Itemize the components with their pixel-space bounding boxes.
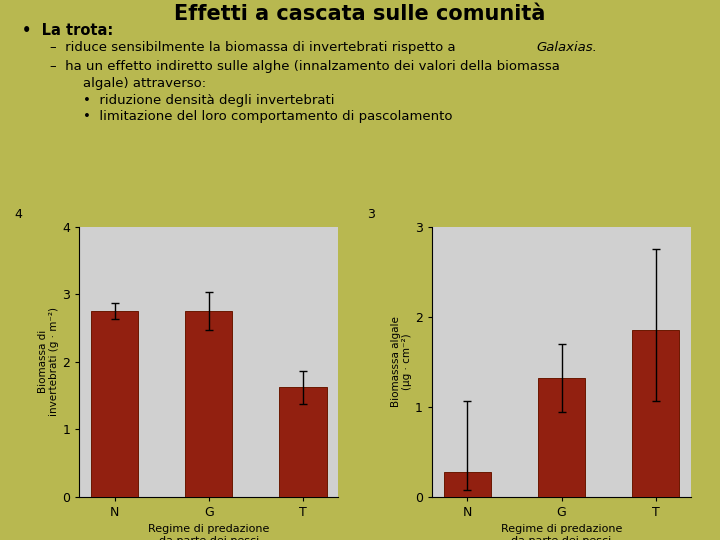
Bar — [444, 471, 491, 497]
Text: Effetti a cascata sulle comunità: Effetti a cascata sulle comunità — [174, 4, 546, 24]
Text: 4: 4 — [14, 208, 22, 221]
Bar — [185, 311, 233, 497]
Bar — [538, 378, 585, 497]
Text: Galaxias.: Galaxias. — [536, 41, 598, 54]
Bar — [91, 311, 138, 497]
Text: 3: 3 — [367, 208, 375, 221]
Text: •  riduzione densità degli invertebrati: • riduzione densità degli invertebrati — [83, 94, 334, 107]
Text: –  riduce sensibilmente la biomassa di invertebrati rispetto a: – riduce sensibilmente la biomassa di in… — [50, 41, 460, 54]
Bar — [279, 388, 327, 497]
Y-axis label: Biomassa di
invertebrati (g · m⁻²): Biomassa di invertebrati (g · m⁻²) — [37, 307, 59, 416]
Text: •  limitazione del loro comportamento di pascolamento: • limitazione del loro comportamento di … — [83, 110, 452, 123]
Text: algale) attraverso:: algale) attraverso: — [83, 77, 206, 90]
Text: •  La trota:: • La trota: — [22, 23, 113, 38]
X-axis label: Regime di predazione
da parte dei pesci: Regime di predazione da parte dei pesci — [501, 524, 622, 540]
Text: –  ha un effetto indiretto sulle alghe (innalzamento dei valori della biomassa: – ha un effetto indiretto sulle alghe (i… — [50, 60, 560, 73]
Bar — [632, 330, 680, 497]
X-axis label: Regime di predazione
da parte dei pesci: Regime di predazione da parte dei pesci — [148, 524, 269, 540]
Y-axis label: Biomasssa algale
(μg · cm⁻²): Biomasssa algale (μg · cm⁻²) — [390, 316, 412, 407]
